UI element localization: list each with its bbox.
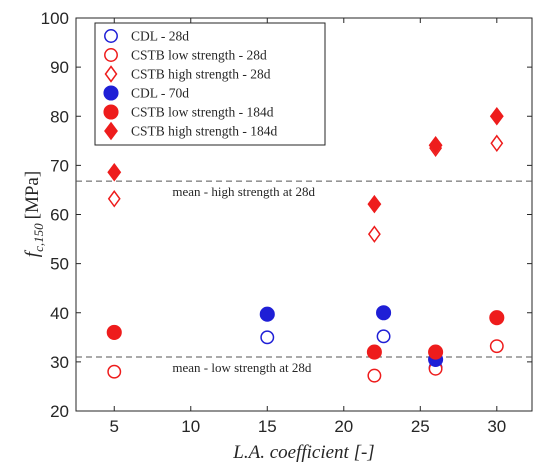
y-tick-label: 70 — [50, 156, 69, 175]
data-point — [106, 324, 122, 340]
data-point — [489, 107, 504, 126]
mean-reference-label: mean - low strength at 28d — [172, 360, 311, 375]
data-point — [428, 344, 444, 360]
legend-marker — [103, 104, 119, 120]
legend-label: CDL - 70d — [131, 86, 189, 101]
y-tick-label: 80 — [50, 107, 69, 126]
legend-label: CSTB high strength - 28d — [131, 67, 271, 82]
data-point — [490, 134, 504, 153]
data-point — [376, 329, 391, 344]
legend-marker — [104, 29, 118, 43]
x-tick-label: 5 — [110, 417, 119, 436]
legend-marker — [104, 121, 118, 141]
data-point — [367, 194, 382, 214]
y-tick-label: 60 — [50, 206, 69, 225]
data-point — [376, 305, 392, 321]
y-tick-label: 20 — [50, 402, 69, 421]
y-axis-label: fc,150 [MPa] — [22, 171, 46, 257]
y-tick-label: 30 — [50, 353, 69, 372]
legend-box — [94, 22, 326, 146]
reference-lines: mean - high strength at 28d mean - low st… — [76, 180, 532, 375]
data-point — [489, 310, 505, 326]
x-axis-label: L.A. coefficient [-] — [232, 442, 374, 463]
legend-label: CSTB low strength - 184d — [131, 105, 274, 120]
x-tick-label: 20 — [334, 417, 353, 436]
y-tick-label: 90 — [50, 58, 69, 77]
x-tick-label: 15 — [258, 417, 277, 436]
legend: CDL - 28d CSTB low strength - 28d CSTB hig… — [94, 22, 326, 146]
legend-marker — [103, 85, 119, 101]
y-tick-label: 40 — [50, 304, 69, 323]
data-point — [107, 163, 122, 182]
data-point — [107, 190, 121, 208]
legend-marker — [104, 65, 118, 83]
y-tick-label: 100 — [41, 9, 69, 28]
y-tick-label: 50 — [50, 255, 69, 274]
data-point — [259, 306, 275, 322]
legend-label: CSTB high strength - 184d — [131, 124, 278, 139]
legend-label: CDL - 28d — [131, 29, 189, 44]
y-axis-label-unit: [MPa] — [22, 171, 43, 220]
y-axis-label-sub: c,150 — [31, 223, 46, 252]
x-tick-label: 25 — [411, 417, 430, 436]
data-point — [366, 344, 382, 360]
x-tick-label: 10 — [181, 417, 200, 436]
legend-marker — [104, 48, 118, 62]
mean-reference-label: mean - high strength at 28d — [172, 184, 315, 199]
axis-ticks: 5 10 15 20 25 30 20 30 40 50 60 70 80 90 100 — [41, 9, 532, 436]
data-point — [489, 339, 504, 354]
data-point — [367, 368, 382, 383]
data-point — [260, 330, 275, 345]
data-point — [428, 135, 443, 155]
data-point — [367, 225, 381, 243]
legend-label: CSTB low strength - 28d — [131, 48, 267, 63]
y-axis-label-main: f — [22, 249, 43, 257]
data-point — [107, 364, 122, 379]
x-tick-label: 30 — [487, 417, 506, 436]
data-markers — [106, 107, 505, 383]
